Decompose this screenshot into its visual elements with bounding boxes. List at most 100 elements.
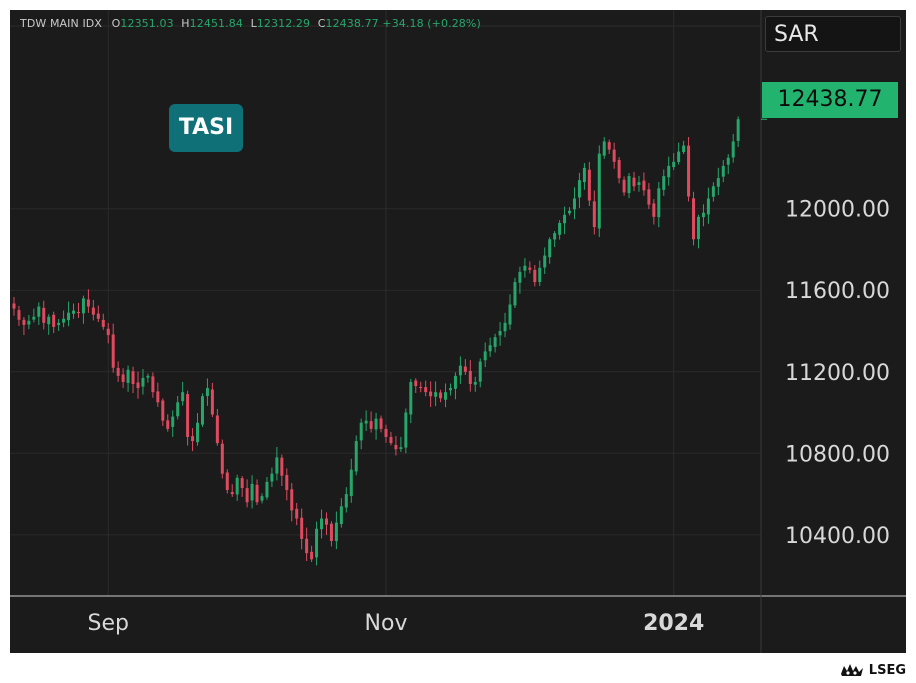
candle-body bbox=[245, 488, 249, 503]
candle bbox=[374, 412, 378, 440]
candle-body bbox=[672, 161, 676, 168]
candle-body bbox=[151, 376, 155, 393]
candle-body bbox=[379, 418, 383, 429]
candle bbox=[692, 191, 696, 246]
candlestick-chart[interactable]: 10400.00 10800.00 11200.00 11600.00 12000.00… bbox=[10, 10, 906, 653]
candle-body bbox=[493, 337, 497, 347]
candle-body bbox=[572, 198, 576, 210]
candle-body bbox=[141, 377, 145, 387]
candle-body bbox=[617, 160, 621, 179]
candle bbox=[587, 161, 591, 206]
candle bbox=[617, 157, 621, 184]
candle bbox=[86, 289, 90, 313]
candle bbox=[161, 398, 165, 427]
candle-body bbox=[503, 322, 507, 332]
candle-body bbox=[444, 392, 448, 400]
candle-body bbox=[32, 316, 36, 320]
candle bbox=[200, 393, 204, 427]
candle bbox=[359, 418, 363, 450]
candle bbox=[731, 133, 735, 163]
candle-body bbox=[280, 457, 284, 476]
candle bbox=[121, 368, 125, 389]
candle-body bbox=[81, 298, 85, 314]
candle bbox=[126, 365, 130, 392]
candle-body bbox=[448, 388, 452, 391]
candle bbox=[196, 413, 200, 446]
candle bbox=[101, 313, 105, 330]
candle bbox=[483, 342, 487, 368]
open-key: O bbox=[111, 17, 121, 30]
candle bbox=[384, 424, 388, 443]
candle-body bbox=[716, 178, 720, 187]
candle-body bbox=[200, 396, 204, 425]
candle-body bbox=[181, 392, 185, 402]
candle-body bbox=[156, 391, 160, 403]
candle bbox=[245, 479, 249, 508]
candle bbox=[146, 373, 150, 383]
candle-body bbox=[166, 420, 170, 429]
candle bbox=[32, 308, 36, 323]
last-price-tag: 12438.77 bbox=[762, 82, 898, 118]
candle bbox=[230, 484, 234, 497]
candle bbox=[255, 479, 259, 505]
brand-name: LSEG bbox=[868, 662, 906, 678]
chart-frame: 10400.00 10800.00 11200.00 11600.00 12000.00… bbox=[10, 10, 906, 653]
candle-body bbox=[72, 310, 76, 314]
candle bbox=[285, 468, 289, 501]
candle-body bbox=[483, 351, 487, 361]
candle bbox=[493, 333, 497, 353]
candle-body bbox=[582, 167, 586, 183]
candle-body bbox=[563, 214, 567, 224]
candle-body bbox=[47, 316, 51, 325]
candle bbox=[711, 182, 715, 202]
candle bbox=[27, 315, 31, 330]
candle bbox=[498, 322, 502, 346]
candles bbox=[12, 116, 740, 566]
candle-body bbox=[86, 299, 90, 307]
candle bbox=[721, 160, 725, 183]
candle bbox=[315, 521, 319, 566]
candle bbox=[558, 220, 562, 240]
change-value: +34.18 (+0.28%) bbox=[382, 17, 481, 30]
candle-body bbox=[657, 188, 661, 218]
candle bbox=[171, 410, 175, 437]
candle-body bbox=[731, 141, 735, 158]
candle-body bbox=[721, 165, 725, 177]
candle-body bbox=[404, 412, 408, 448]
candle-body bbox=[106, 328, 110, 336]
candle-body bbox=[101, 319, 105, 327]
candle-body bbox=[711, 186, 715, 197]
candle-body bbox=[310, 551, 314, 560]
candle-body bbox=[354, 441, 358, 472]
y-tick-label: 10800.00 bbox=[785, 442, 890, 467]
candle-body bbox=[285, 475, 289, 490]
candle bbox=[225, 469, 229, 494]
candle bbox=[81, 295, 85, 324]
candle bbox=[563, 206, 567, 235]
candle-body bbox=[205, 388, 209, 397]
candle bbox=[677, 142, 681, 165]
candle bbox=[622, 176, 626, 196]
candle-body bbox=[42, 307, 46, 323]
candle bbox=[210, 382, 214, 418]
candle bbox=[329, 521, 333, 547]
candle-body bbox=[349, 469, 353, 497]
candle bbox=[339, 498, 343, 528]
candle bbox=[364, 410, 368, 432]
candle bbox=[240, 476, 244, 497]
candle bbox=[349, 458, 353, 503]
candle bbox=[538, 260, 542, 287]
candle bbox=[166, 414, 170, 432]
candle bbox=[696, 214, 700, 249]
candle-body bbox=[329, 523, 333, 541]
candle-body bbox=[210, 389, 214, 415]
candle bbox=[453, 372, 457, 400]
candle-body bbox=[275, 457, 279, 474]
symbol-name: TDW MAIN IDX bbox=[20, 17, 102, 30]
candle bbox=[12, 296, 16, 316]
candle-body bbox=[334, 522, 338, 542]
currency-selector[interactable]: SAR bbox=[765, 16, 901, 52]
candle-body bbox=[548, 239, 552, 258]
candle-body bbox=[374, 418, 378, 430]
candle bbox=[106, 322, 110, 344]
